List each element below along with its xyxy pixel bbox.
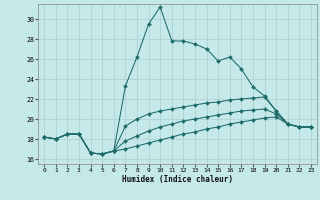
X-axis label: Humidex (Indice chaleur): Humidex (Indice chaleur) — [122, 175, 233, 184]
